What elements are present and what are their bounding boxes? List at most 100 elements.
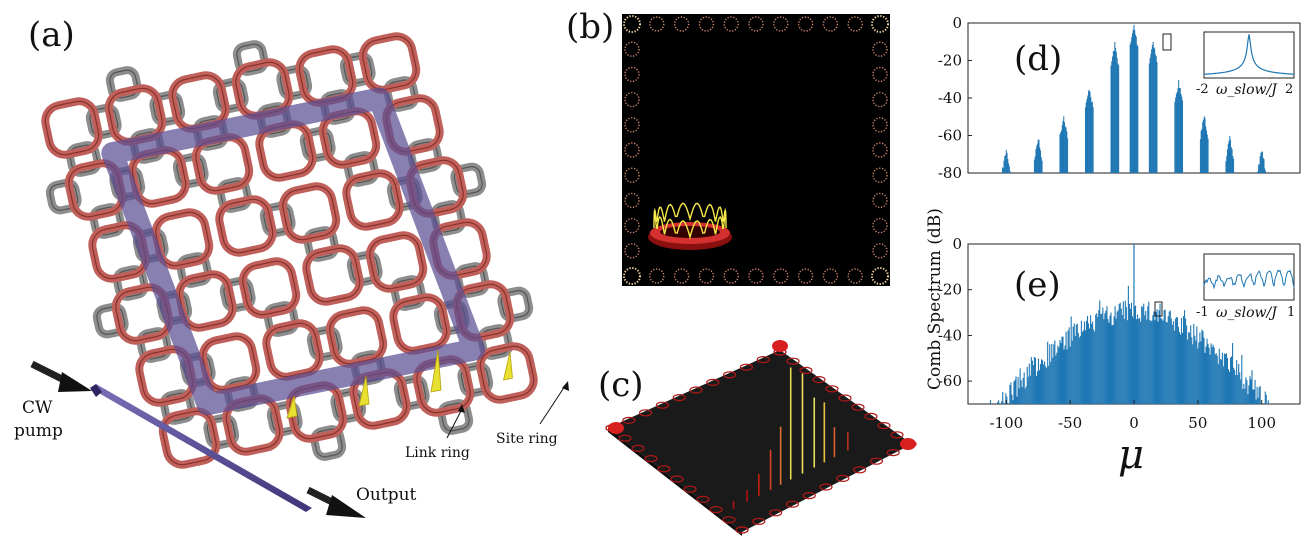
edge-ring <box>655 401 670 409</box>
edge-ring <box>877 422 891 430</box>
pump-label: pump <box>14 421 63 441</box>
edge-ring <box>624 142 640 158</box>
edge-ring <box>618 434 632 442</box>
output-arrow <box>306 486 366 518</box>
edge-ring <box>709 506 723 514</box>
edge-ring <box>670 475 684 483</box>
edge-peak <box>286 395 298 419</box>
bright-ring <box>900 438 916 450</box>
panel-d-letter: (d) <box>1014 39 1062 79</box>
spectrum-xlabel: μ <box>1118 432 1144 478</box>
spectrum-ylabel: Comb Spectrum (dB) <box>925 208 945 390</box>
ring-lattice <box>41 32 538 469</box>
edge-ring <box>797 16 814 32</box>
panel-a: (a) CW pump Output Link ring Site ring <box>14 15 569 518</box>
edge-rings <box>623 15 889 285</box>
edge-ring <box>819 483 833 491</box>
edge-ring <box>847 16 863 32</box>
input-arrow <box>30 360 92 392</box>
intensity-spikes <box>732 367 849 509</box>
edge-ring <box>847 268 863 284</box>
edge-peak <box>430 349 442 393</box>
edge-ring <box>786 357 800 365</box>
bright-ring <box>772 340 788 352</box>
edge-ring <box>886 449 900 457</box>
edge-ring <box>624 243 640 259</box>
edge-ring <box>644 455 658 463</box>
edge-ring <box>723 268 739 284</box>
inset-e: -1 1 ω_slow/J <box>1196 253 1295 321</box>
edge-ring <box>696 495 710 503</box>
cw-label: CW <box>22 398 53 418</box>
spectrum-e-xtick: 100 <box>1247 414 1276 432</box>
spectrum-e-yticks: 0 -20 -40 -60 <box>938 235 972 390</box>
edge-ring <box>673 268 690 284</box>
edge-ring <box>869 457 884 465</box>
edge-ring <box>624 91 640 108</box>
excited-ring <box>648 202 732 250</box>
zoom-box-d <box>1162 33 1172 51</box>
edge-ring <box>752 517 766 526</box>
inset-d: -2 2 ω_slow/J <box>1196 31 1295 98</box>
edge-rings-3d <box>605 340 917 534</box>
edge-ring <box>683 485 697 493</box>
edge-ring <box>872 167 888 183</box>
edge-ring <box>871 15 889 33</box>
edge-ring <box>773 16 789 32</box>
edge-ring <box>624 41 640 57</box>
edge-ring <box>822 268 839 284</box>
edge-ring <box>748 268 764 284</box>
edge-ring <box>706 378 720 386</box>
panel-c-letter: (c) <box>598 365 644 405</box>
edge-ring <box>852 466 867 474</box>
inset-d-tick-left: -2 <box>1196 82 1209 97</box>
spectrum-e-xtick: 50 <box>1188 414 1207 432</box>
link-ring-label: Link ring <box>405 445 470 461</box>
panel-a-letter: (a) <box>28 15 75 55</box>
edge-ring <box>624 192 640 209</box>
edge-ring <box>722 516 736 524</box>
edge-ring <box>624 217 640 234</box>
edge-ring <box>624 66 640 83</box>
spectrum-d-yticks: 0 -20 -40 -60 -80 <box>938 14 972 182</box>
panel-c: (c) <box>598 340 917 536</box>
edge-ring <box>872 217 888 234</box>
edge-ring <box>822 16 839 32</box>
spectrum-d-ytick: 0 <box>952 14 962 32</box>
edge-ring <box>872 117 888 133</box>
edge-ring <box>871 267 889 285</box>
spectrum-e-xticks: -100 -50 0 50 100 <box>989 400 1276 432</box>
panel-e: 0 -20 -40 -60 -100 -50 0 50 100 (e) -1 1 ω_slow… <box>925 208 1301 478</box>
edge-ring <box>836 474 850 482</box>
edge-ring <box>851 403 865 411</box>
spectrum-e-xtick: -100 <box>989 414 1023 432</box>
spectrum-e-ytick: -40 <box>938 326 962 344</box>
edge-ring <box>748 16 764 32</box>
edge-ring <box>872 142 888 158</box>
edge-ring <box>638 409 653 417</box>
bright-ring <box>608 422 624 434</box>
edge-ring <box>756 356 770 364</box>
edge-ring <box>838 394 852 402</box>
inset-e-tick-right: 1 <box>1287 305 1295 320</box>
inset-d-tick-right: 2 <box>1285 82 1293 97</box>
ring-intensity-wave <box>653 202 727 240</box>
edge-ring <box>802 492 816 500</box>
edge-ring <box>797 268 814 284</box>
spectrum-d-ytick: -40 <box>938 89 962 107</box>
spectrum-e-xtick: -50 <box>1058 414 1082 432</box>
edge-ring <box>739 363 754 371</box>
edge-ring <box>624 117 640 133</box>
edge-ring <box>812 376 826 384</box>
panel-b-letter: (b) <box>566 7 614 47</box>
panel-d: 0 -20 -40 -60 -80 (d) -2 2 ω_slow/J <box>938 14 1301 182</box>
edge-ring <box>698 268 715 284</box>
edge-peak <box>358 375 370 407</box>
site-ring-pointer <box>539 381 569 425</box>
spectrum-e-ytick: -60 <box>938 372 962 390</box>
panel-e-letter: (e) <box>1014 265 1061 305</box>
spectrum-d-ytick: -60 <box>938 127 962 145</box>
edge-ring <box>623 267 641 285</box>
edge-ring <box>872 91 888 108</box>
edge-ring <box>872 243 888 259</box>
